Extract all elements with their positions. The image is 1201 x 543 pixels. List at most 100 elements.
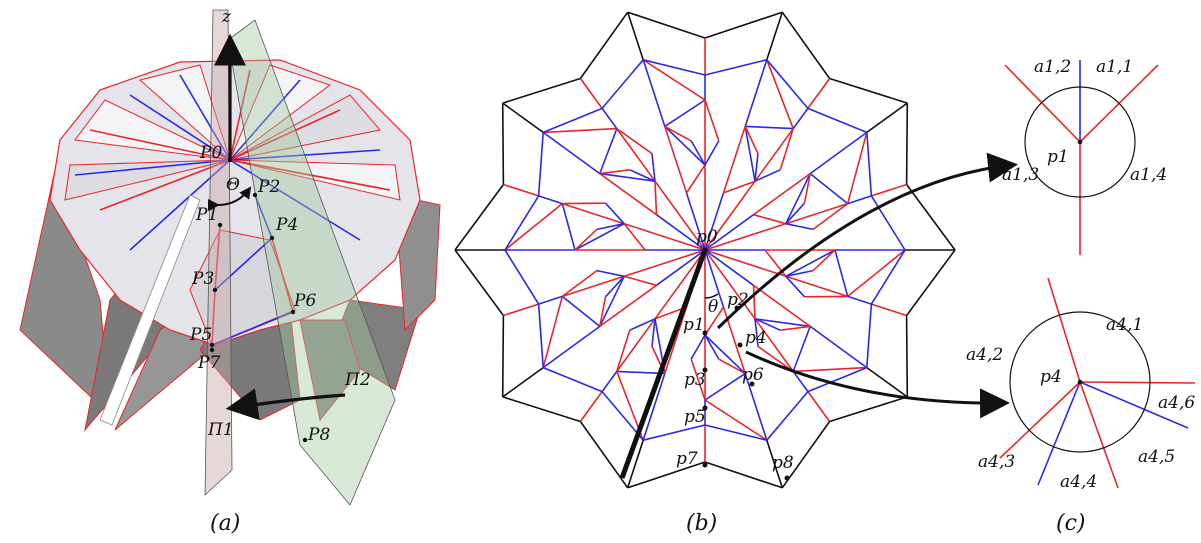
label-p4: p4 — [745, 328, 767, 348]
crease-mountain — [562, 275, 625, 298]
crease-mountain — [754, 318, 794, 372]
crease-mountain — [846, 132, 868, 204]
crease-mountain — [807, 391, 831, 422]
angle-a13: a1,3 — [1002, 165, 1039, 185]
crease-valley — [538, 195, 563, 205]
crease-mountain — [561, 269, 598, 298]
boundary-edge — [454, 184, 505, 251]
theta-arc-b — [704, 293, 719, 299]
crease-valley — [847, 195, 872, 205]
crease-valley — [745, 125, 794, 130]
crease-mountain — [503, 183, 539, 197]
crease-valley — [561, 203, 576, 251]
crease-valley — [870, 195, 906, 251]
crease-valley — [537, 304, 544, 368]
plane-rotation-arrow — [225, 388, 346, 421]
crease-valley — [504, 249, 540, 305]
crease-mountain — [704, 222, 787, 251]
boundary-spoke — [626, 439, 644, 489]
crease-mountain — [847, 249, 906, 298]
crease-mountain — [685, 164, 706, 194]
crease-valley — [744, 126, 756, 182]
boundary-edge — [905, 184, 956, 251]
arrow-to-p4-detail — [745, 350, 1010, 419]
boundary-spoke — [626, 11, 644, 61]
crease-valley — [596, 222, 625, 231]
boundary-edge — [627, 461, 706, 489]
label-P5: P5 — [189, 325, 212, 345]
crease-mountain — [753, 284, 811, 328]
crease-mountain — [562, 202, 625, 225]
crease-valley — [704, 372, 746, 401]
boundary-spoke — [866, 102, 908, 134]
crease-valley — [601, 107, 618, 130]
label-p1: p1 — [683, 315, 705, 335]
crease-mountain — [785, 275, 848, 298]
crease-valley — [604, 275, 625, 298]
boundary-edge — [627, 11, 706, 39]
crease-valley — [542, 131, 601, 175]
crease-mountain — [744, 126, 759, 154]
crease-mountain — [623, 275, 657, 287]
crease-mountain — [654, 180, 706, 251]
crease-mountain — [599, 169, 630, 175]
angle-a12: a1,2 — [1034, 57, 1071, 77]
crease-valley — [766, 391, 809, 441]
boundary-spoke — [866, 366, 908, 398]
crease-valley — [537, 132, 544, 196]
crease-mountain — [785, 202, 848, 225]
label-P4: P4 — [275, 215, 298, 235]
boundary-edge — [501, 103, 505, 185]
crease-mountain — [704, 306, 725, 336]
angle-a46: a4,6 — [1158, 393, 1195, 413]
theta-cap-label: Θ — [226, 175, 240, 195]
crease-mountain — [623, 249, 706, 278]
crease-mountain — [599, 296, 607, 327]
crease-mountain — [871, 303, 907, 317]
crease-mountain — [752, 285, 756, 319]
crease-valley — [651, 153, 656, 182]
z-axis-label: z — [221, 7, 232, 27]
crease-mountain — [753, 172, 811, 216]
label-p5: p5 — [684, 407, 706, 427]
crease-mountain — [599, 172, 657, 216]
panel-a: z Θ P0 P1 P2 P3 P4 P5 P6 P7 P8 Π2 Π1 — [19, 7, 441, 506]
crease-valley — [792, 326, 811, 372]
angle-a43: a4,3 — [978, 452, 1015, 472]
crease-valley — [656, 249, 706, 286]
boundary-edge — [579, 11, 629, 79]
label-P1: P1 — [195, 205, 218, 225]
crease-valley — [704, 192, 725, 251]
crease-mountain — [616, 128, 656, 182]
crease-mountain — [690, 358, 706, 401]
crease-valley — [642, 59, 666, 127]
boundary-edge — [781, 11, 831, 79]
crease-valley — [599, 128, 618, 174]
crease-valley — [704, 249, 754, 286]
crease-mountain — [753, 213, 787, 225]
boundary-edge — [454, 249, 505, 316]
crease-valley — [704, 249, 725, 308]
crease-valley — [834, 249, 849, 297]
crease-valley — [538, 295, 563, 305]
angle-a45: a4,5 — [1138, 447, 1175, 467]
caption-b: (b) — [686, 511, 717, 536]
cut-slit — [99, 194, 201, 426]
label-p8: p8 — [772, 453, 794, 473]
crease-valley — [599, 172, 656, 182]
crease-valley — [685, 192, 706, 251]
boundary-edge — [501, 315, 505, 397]
label-p6: p6 — [742, 365, 764, 385]
crease-valley — [807, 366, 868, 393]
crease-mountain — [599, 284, 657, 328]
crease-mountain — [664, 126, 688, 194]
crease-mountain — [812, 202, 849, 231]
crease-valley — [754, 153, 759, 182]
crease-mountain — [722, 126, 746, 194]
crease-mountain — [504, 202, 563, 251]
label-P7: P7 — [197, 353, 220, 373]
plane-pi2 — [227, 19, 396, 506]
angle-a44: a4,4 — [1060, 472, 1097, 492]
crease-mountain — [757, 345, 794, 373]
